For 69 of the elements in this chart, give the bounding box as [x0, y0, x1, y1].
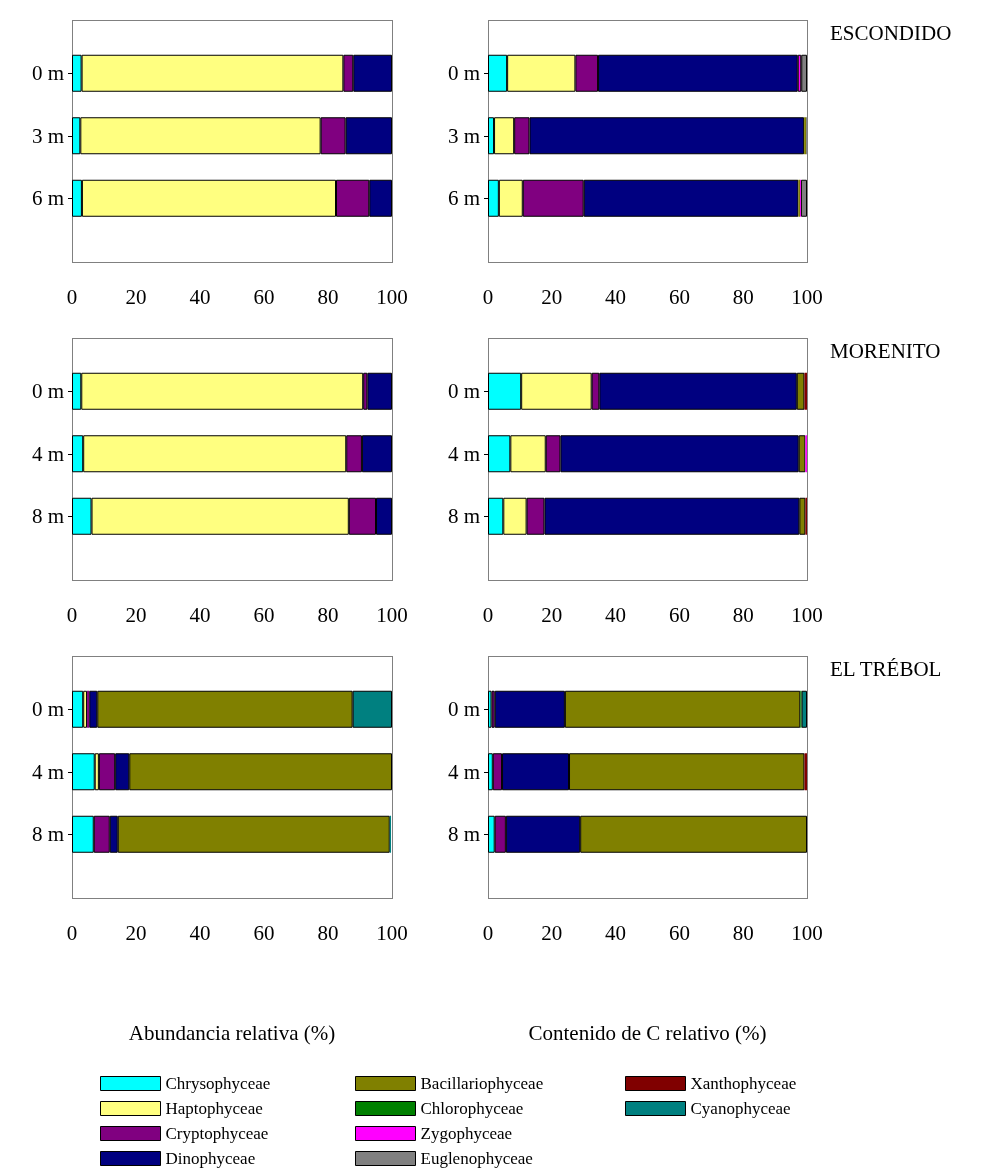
x-tick-label: 0	[482, 603, 494, 627]
x-tick-label: 20	[541, 285, 563, 309]
y-tick-label: 4 m	[447, 759, 480, 784]
x-tick-label: 20	[541, 921, 563, 945]
x-tick-label: 60	[253, 603, 275, 627]
legend-label: Zygophyceae	[420, 1124, 513, 1143]
legend-label: Cyanophyceae	[690, 1099, 791, 1118]
legend-label: Chlorophyceae	[420, 1099, 524, 1118]
y-tick-label: 4 m	[31, 759, 64, 784]
x-tick-label: 20	[541, 603, 563, 627]
legend-label: Haptophyceae	[165, 1099, 263, 1118]
x-tick-label: 100	[376, 285, 408, 309]
x-tick-label: 80	[732, 603, 754, 627]
legend-label: Cryptophyceae	[165, 1124, 269, 1143]
y-tick-label: 3 m	[31, 123, 64, 148]
legend-label: Xanthophyceae	[690, 1074, 797, 1093]
x-tick-label: 40	[189, 603, 211, 627]
x-tick-label: 20	[125, 285, 147, 309]
x-tick-label: 60	[668, 285, 690, 309]
x-tick-label: 100	[376, 603, 408, 627]
x-tick-label: 20	[125, 603, 147, 627]
y-tick-label: 0 m	[31, 697, 64, 722]
y-tick-label: 4 m	[447, 441, 480, 466]
y-tick-label: 6 m	[447, 186, 480, 211]
x-tick-label: 100	[376, 921, 408, 945]
legend-label: Chrysophyceae	[165, 1074, 271, 1093]
y-tick-label: 0 m	[31, 379, 64, 404]
x-tick-label: 80	[317, 285, 339, 309]
y-tick-label: 4 m	[31, 441, 64, 466]
legend-label: Bacillariophyceae	[420, 1074, 544, 1093]
x-tick-label: 80	[732, 921, 754, 945]
x-tick-label: 100	[791, 603, 823, 627]
legend-label: Dinophyceae	[165, 1149, 256, 1168]
x-tick-label: 20	[125, 921, 147, 945]
x-tick-label: 40	[605, 603, 627, 627]
x-tick-label: 60	[668, 603, 690, 627]
x-tick-label: 40	[605, 285, 627, 309]
x-tick-label: 40	[189, 285, 211, 309]
y-tick-label: 0 m	[447, 379, 480, 404]
y-tick-label: 0 m	[447, 61, 480, 86]
x-tick-label: 0	[482, 921, 494, 945]
x-tick-label: 0	[66, 921, 78, 945]
x-tick-label: 80	[317, 921, 339, 945]
x-tick-label: 40	[605, 921, 627, 945]
text: MORENITO	[830, 338, 941, 363]
x-tick-label: 60	[253, 285, 275, 309]
x-tick-label: 0	[482, 285, 494, 309]
x-axis-title: Abundancia relativa (%)	[128, 1021, 336, 1045]
text: ESCONDIDO	[830, 20, 952, 45]
y-tick-label: 8 m	[31, 504, 64, 529]
y-tick-label: 0 m	[447, 697, 480, 722]
x-tick-label: 100	[791, 921, 823, 945]
x-tick-label: 0	[66, 285, 78, 309]
x-tick-label: 60	[668, 921, 690, 945]
x-tick-label: 80	[317, 603, 339, 627]
y-tick-label: 6 m	[31, 186, 64, 211]
y-tick-label: 0 m	[31, 61, 64, 86]
x-tick-label: 80	[732, 285, 754, 309]
legend-label: Euglenophyceae	[420, 1149, 533, 1168]
x-axis-title: Contenido de C relativo (%)	[528, 1021, 767, 1045]
y-tick-label: 8 m	[447, 822, 480, 847]
x-tick-label: 100	[791, 285, 823, 309]
text: EL TRÉBOL	[830, 656, 942, 681]
y-tick-label: 3 m	[447, 123, 480, 148]
x-tick-label: 60	[253, 921, 275, 945]
y-tick-label: 8 m	[31, 822, 64, 847]
x-tick-label: 40	[189, 921, 211, 945]
y-tick-label: 8 m	[447, 504, 480, 529]
x-tick-label: 0	[66, 603, 78, 627]
